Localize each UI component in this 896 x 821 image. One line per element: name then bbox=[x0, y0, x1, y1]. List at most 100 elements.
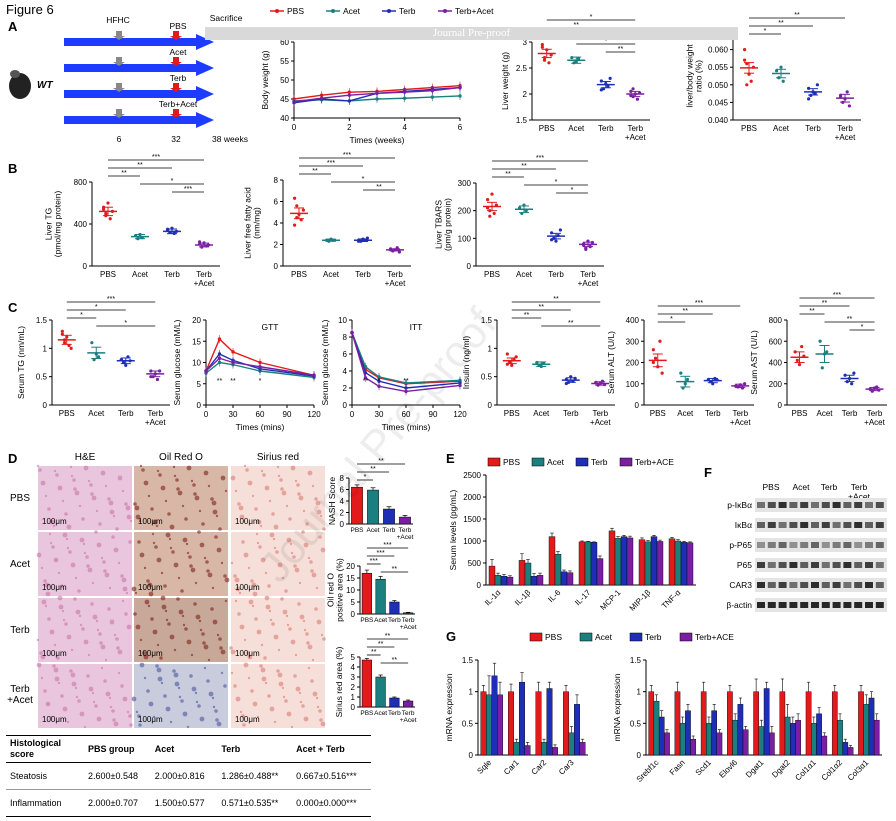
histology-texture bbox=[117, 671, 121, 675]
legend-swatch bbox=[629, 632, 643, 642]
histology-texture bbox=[74, 686, 78, 690]
y-tick-label: 1 bbox=[637, 688, 642, 697]
x-tick-label: 120 bbox=[307, 410, 321, 419]
histology-texture bbox=[198, 619, 202, 623]
histology-texture bbox=[36, 464, 40, 468]
histology-texture bbox=[242, 519, 246, 523]
x-tick-label: Acet bbox=[374, 710, 387, 717]
histology-texture bbox=[60, 584, 64, 588]
histology-texture bbox=[194, 581, 198, 585]
y-tick-label: 600 bbox=[769, 337, 783, 346]
histology-texture bbox=[135, 514, 141, 520]
histology-texture bbox=[94, 704, 98, 708]
histology-texture bbox=[258, 545, 262, 549]
legend-label: Acet bbox=[343, 6, 361, 16]
histology-texture bbox=[239, 624, 245, 630]
histology-texture bbox=[238, 591, 242, 595]
significance-label: ** bbox=[794, 12, 800, 19]
bar bbox=[769, 732, 775, 756]
bar bbox=[763, 688, 770, 756]
y-axis-label: Serum TG (nm/mL) bbox=[16, 326, 26, 399]
histology-texture bbox=[92, 614, 98, 620]
histology-texture bbox=[86, 564, 90, 568]
bar bbox=[842, 742, 849, 756]
blot-band bbox=[843, 522, 852, 528]
blot-band bbox=[767, 562, 776, 568]
bar bbox=[690, 738, 697, 756]
significance-label: *** bbox=[152, 154, 160, 161]
histology-texture bbox=[307, 644, 313, 650]
axis-label-group: liver/body weight ratio (%) bbox=[684, 44, 703, 108]
histology-texture bbox=[235, 696, 241, 702]
y-tick-label: 2 bbox=[343, 384, 348, 393]
data-point bbox=[685, 377, 690, 382]
bar bbox=[375, 676, 386, 708]
y-tick-label: 300 bbox=[626, 337, 640, 346]
histology-texture bbox=[139, 552, 145, 558]
histology-texture bbox=[273, 546, 277, 550]
histology-texture bbox=[310, 679, 314, 683]
axis-label-group: Sirius red area (%) bbox=[334, 646, 344, 717]
histology-texture bbox=[75, 695, 79, 699]
y-tick-label: 5 bbox=[351, 653, 356, 662]
treatment-group-label: Acet bbox=[169, 47, 187, 57]
histology-texture bbox=[82, 542, 86, 546]
blot-band bbox=[865, 582, 873, 588]
histology-texture bbox=[218, 527, 222, 531]
data-point bbox=[293, 223, 297, 227]
histology-texture bbox=[142, 651, 146, 655]
x-tick-label: PBS bbox=[539, 124, 555, 133]
data-point bbox=[807, 97, 811, 101]
bar bbox=[519, 681, 525, 756]
blot-strip bbox=[755, 538, 887, 552]
histology-texture bbox=[83, 465, 89, 471]
data-point bbox=[825, 350, 829, 354]
bar bbox=[389, 601, 400, 615]
y-tick-label: 2 bbox=[523, 90, 528, 99]
histology-texture bbox=[131, 696, 137, 702]
blot-band bbox=[843, 502, 852, 508]
bar bbox=[361, 572, 372, 615]
bar bbox=[790, 723, 796, 756]
blot-band bbox=[854, 542, 863, 548]
legend-swatch bbox=[531, 457, 545, 467]
data-point bbox=[570, 56, 574, 60]
blot-band bbox=[767, 602, 776, 608]
histology-texture bbox=[126, 514, 132, 520]
blot-lane-label: Terb +Acet bbox=[848, 482, 871, 501]
histology-texture bbox=[214, 535, 218, 539]
blot-band bbox=[875, 502, 884, 508]
data-point bbox=[852, 371, 856, 375]
data-point bbox=[510, 363, 514, 367]
histology-texture bbox=[122, 586, 128, 592]
histology-texture bbox=[243, 552, 249, 558]
histology-texture bbox=[223, 684, 227, 688]
histology-texture bbox=[81, 517, 85, 521]
histology-texture bbox=[216, 721, 222, 727]
histology-texture bbox=[113, 547, 119, 553]
mouse-strain-label: WT bbox=[37, 80, 53, 91]
histology-score-table: Histological score PBS group Acet Terb A… bbox=[6, 735, 371, 817]
bar bbox=[784, 716, 791, 756]
histology-texture bbox=[77, 589, 81, 593]
histology-texture bbox=[316, 619, 322, 625]
histology-texture bbox=[182, 711, 188, 717]
y-tick-label: 2 bbox=[274, 241, 279, 250]
histology-texture bbox=[83, 725, 87, 729]
histology-texture bbox=[208, 691, 214, 697]
histology-texture bbox=[185, 542, 189, 546]
histology-texture bbox=[288, 517, 292, 521]
histology-texture bbox=[49, 629, 55, 635]
histology-texture bbox=[68, 550, 72, 554]
histology-texture bbox=[177, 686, 181, 690]
bar bbox=[383, 508, 395, 525]
x-axis-label: Times (mins) bbox=[236, 422, 285, 432]
histology-texture bbox=[75, 609, 81, 615]
axis-label-group: Serum glucose (mM/L) bbox=[172, 319, 182, 405]
bar bbox=[491, 675, 498, 756]
y-tick-label: 300 bbox=[458, 179, 472, 188]
x-tick-label: Col1α2 bbox=[820, 758, 845, 783]
data-point bbox=[540, 45, 544, 49]
histology-texture bbox=[55, 473, 59, 477]
y-tick-label: 2 bbox=[340, 509, 345, 518]
